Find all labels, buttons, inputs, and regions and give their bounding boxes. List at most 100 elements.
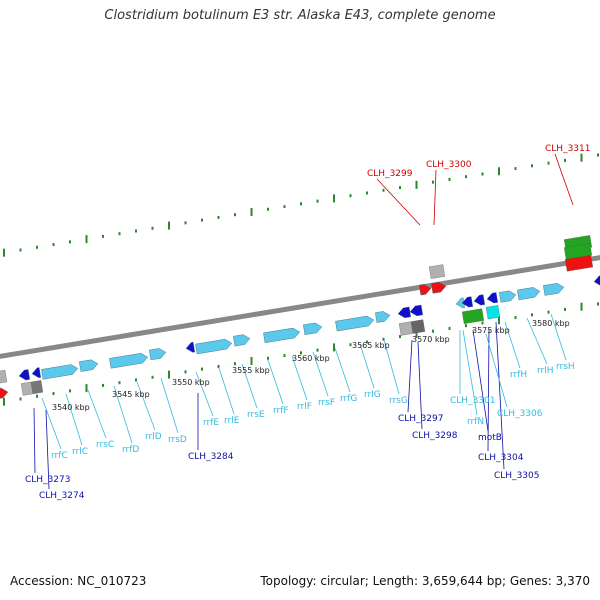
label-leader xyxy=(554,153,574,206)
feature-label: CLH_3297 xyxy=(398,414,443,424)
label-leader xyxy=(383,339,400,395)
feature-label: rrlF xyxy=(297,402,312,412)
label-leader xyxy=(334,347,351,393)
pseudo-box xyxy=(20,381,34,396)
label-leader xyxy=(526,317,548,365)
scale-label: 3555 kbp xyxy=(232,366,270,375)
pseudo-box xyxy=(30,380,44,394)
gene-arrow xyxy=(473,294,485,306)
label-leader xyxy=(87,389,107,439)
pseudo-box xyxy=(398,321,414,336)
gene-arrow xyxy=(149,348,167,361)
gene-arrow xyxy=(455,297,465,309)
label-leaders xyxy=(33,153,574,490)
feature-label: rrsF xyxy=(318,398,335,408)
pseudo-box xyxy=(410,319,426,334)
feature-label: CLH_3273 xyxy=(25,475,70,485)
scale-label: 3565 kbp xyxy=(352,341,390,350)
feature-label: rrfN xyxy=(467,417,484,427)
feature-label: rrlH xyxy=(537,366,554,376)
feature-label: CLH_3305 xyxy=(494,471,539,481)
label-leader xyxy=(33,407,36,474)
backbone-line xyxy=(0,255,600,359)
gene-arrow xyxy=(0,387,9,400)
gene-arrow xyxy=(419,284,432,296)
gene-arrow xyxy=(499,290,517,303)
gene-arrow xyxy=(335,315,375,332)
scale-label: 3570 kbp xyxy=(412,335,450,344)
feature-label: rrfC xyxy=(51,451,68,461)
feature-label: CLH_3274 xyxy=(39,491,85,501)
feature-label: rrsC xyxy=(96,440,114,450)
label-leader xyxy=(359,343,375,389)
label-leader xyxy=(136,381,156,431)
gene-arrow xyxy=(185,341,195,353)
label-leader xyxy=(312,351,329,397)
gene-arrow xyxy=(79,359,99,372)
label-leader xyxy=(485,333,508,408)
gene-arrow xyxy=(375,311,391,323)
rna-box xyxy=(461,308,485,324)
gene-arrow xyxy=(303,322,323,335)
feature-label: rrsH xyxy=(556,362,575,372)
gene-arrow xyxy=(31,367,41,378)
feature-label: CLH_3311 xyxy=(545,144,590,154)
feature-label: rrlE xyxy=(224,416,240,426)
gene-arrow xyxy=(109,353,149,369)
pseudo-box xyxy=(0,369,8,384)
label-leader xyxy=(291,355,308,401)
gene-arrow xyxy=(431,281,447,294)
feature-label: rrlG xyxy=(364,390,381,400)
scale-label: 3550 kbp xyxy=(172,378,210,387)
feature-label: rrfF xyxy=(273,406,289,416)
feature-label: motB xyxy=(478,433,502,443)
feature-label: rrfE xyxy=(203,418,219,428)
accession-text: Accession: NC_010723 xyxy=(10,574,147,588)
label-leader xyxy=(160,377,179,434)
summary-text: Topology: circular; Length: 3,659,644 bp… xyxy=(260,574,590,588)
label-leader xyxy=(550,313,567,361)
map-title: Clostridium botulinum E3 str. Alaska E43… xyxy=(104,8,496,23)
gene-arrow xyxy=(263,327,301,344)
feature-label: rrsD xyxy=(168,435,187,445)
label-leader xyxy=(417,341,423,430)
feature-label: rrsG xyxy=(389,396,408,406)
feature-label: CLH_3284 xyxy=(188,452,234,462)
label-leader xyxy=(376,178,421,226)
label-leader xyxy=(407,339,413,413)
gene-arrow xyxy=(486,292,498,304)
feature-label: rrfD xyxy=(122,445,139,455)
feature-label: rrlC xyxy=(72,447,88,457)
gene-arrow xyxy=(18,369,30,381)
gene-arrow xyxy=(195,339,233,355)
feature-label: CLH_3299 xyxy=(367,169,413,179)
label-leader xyxy=(472,329,489,432)
label-leader xyxy=(487,329,490,452)
label-leader xyxy=(65,393,83,446)
pseudo-box xyxy=(428,264,446,279)
label-leader xyxy=(113,385,133,444)
gene-arrow xyxy=(593,274,600,286)
feature-label: CLH_3304 xyxy=(478,453,524,463)
feature-label: CLH_3301 xyxy=(450,396,495,406)
feature-label: rrfH xyxy=(510,370,527,380)
feature-label: rrsE xyxy=(247,410,265,420)
label-leader xyxy=(462,329,478,416)
gene-arrow xyxy=(397,306,411,319)
scale-label: 3540 kbp xyxy=(52,403,90,412)
gene-features xyxy=(0,235,600,400)
gene-arrow xyxy=(461,296,473,308)
scale-label: 3560 kbp xyxy=(292,354,330,363)
feature-label: CLH_3300 xyxy=(426,160,472,170)
outer-tick-track xyxy=(3,153,599,257)
scale-label: 3580 kbp xyxy=(532,319,570,328)
label-leader xyxy=(433,169,437,226)
label-leader xyxy=(195,371,214,417)
feature-label: rrlD xyxy=(145,432,162,442)
gene-arrow xyxy=(41,364,79,380)
label-leader xyxy=(495,321,505,470)
scale-label: 3575 kbp xyxy=(472,326,510,335)
label-layer: 3540 kbp 3545 kbp 3550 kbp 3555 kbp 3560 kbp… xyxy=(25,144,590,501)
rna-box xyxy=(485,305,501,320)
